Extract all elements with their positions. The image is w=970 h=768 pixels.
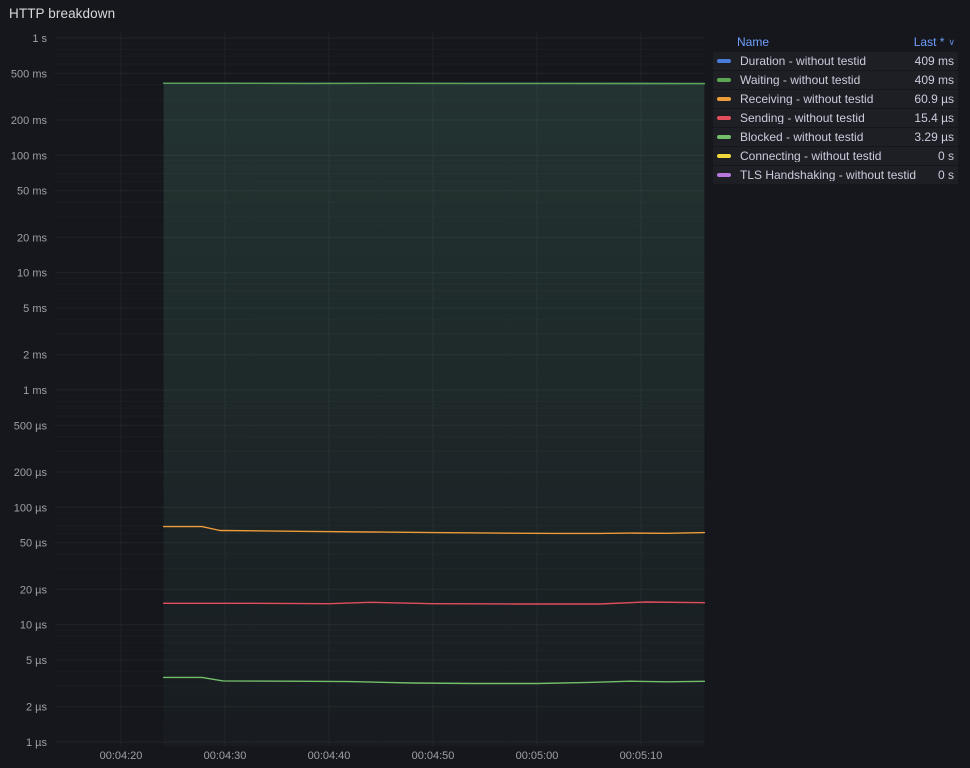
legend-row-duration[interactable]: Duration - without testid 409 ms xyxy=(713,52,958,70)
series-line-sending xyxy=(162,601,706,605)
legend-row-tls-handshaking[interactable]: TLS Handshaking - without testid 0 s xyxy=(713,166,958,184)
series-color-swatch[interactable] xyxy=(717,173,731,177)
y-axis-tick-label: 20 ms xyxy=(17,232,47,244)
x-axis-tick-label: 00:05:10 xyxy=(620,750,663,762)
series-name: Waiting - without testid xyxy=(740,74,861,86)
x-axis-tick-label: 00:04:40 xyxy=(308,750,351,762)
series-last-value: 409 ms xyxy=(914,73,954,87)
legend-header: Name Last * ∨ xyxy=(713,33,958,50)
series-color-swatch[interactable] xyxy=(717,116,731,120)
series-name: Duration - without testid xyxy=(740,55,867,67)
legend-sort-last[interactable]: Last * ∨ xyxy=(914,36,955,48)
series-name: TLS Handshaking - without testid xyxy=(740,169,917,181)
x-axis-tick-label: 00:04:50 xyxy=(412,750,455,762)
y-axis-tick-label: 10 ms xyxy=(17,268,47,280)
y-axis-tick-label: 5 ms xyxy=(23,303,47,315)
series-last-value: 15.4 µs xyxy=(914,111,954,125)
legend-row-waiting[interactable]: Waiting - without testid 409 ms xyxy=(713,71,958,89)
series-color-swatch[interactable] xyxy=(717,97,731,101)
y-axis-tick-label: 50 µs xyxy=(20,538,48,550)
x-axis-tick-label: 00:04:20 xyxy=(100,750,143,762)
series-line-receiving xyxy=(162,525,706,535)
legend-table: Name Last * ∨ Duration - without testid … xyxy=(713,33,958,185)
series-color-swatch[interactable] xyxy=(717,154,731,158)
legend-row-blocked[interactable]: Blocked - without testid 3.29 µs xyxy=(713,128,958,146)
x-axis-tick-label: 00:05:00 xyxy=(516,750,559,762)
y-axis-tick-label: 500 µs xyxy=(14,420,48,432)
series-color-swatch[interactable] xyxy=(717,59,731,63)
x-axis-tick-label: 00:04:30 xyxy=(204,750,247,762)
series-name: Connecting - without testid xyxy=(740,150,882,162)
y-axis-tick-label: 2 ms xyxy=(23,350,47,362)
series-line-blocked xyxy=(162,676,706,685)
series-fill-waiting xyxy=(163,83,705,746)
y-axis-tick-label: 200 ms xyxy=(11,115,48,127)
panel-title[interactable]: HTTP breakdown xyxy=(9,6,116,21)
sort-desc-icon: ∨ xyxy=(948,37,955,47)
series-name: Sending - without testid xyxy=(740,112,865,124)
y-axis-tick-label: 20 µs xyxy=(20,584,48,596)
series-color-swatch[interactable] xyxy=(717,135,731,139)
series-last-value: 3.29 µs xyxy=(914,130,954,144)
series-last-value: 60.9 µs xyxy=(914,92,954,106)
legend-sort-name[interactable]: Name xyxy=(737,34,770,49)
series-name: Receiving - without testid xyxy=(740,93,874,105)
y-axis-tick-label: 1 µs xyxy=(26,737,48,749)
legend-last-label: Last * xyxy=(913,34,945,49)
series-last-value: 409 ms xyxy=(914,54,954,68)
y-axis-tick-label: 100 µs xyxy=(14,502,48,514)
y-axis-tick-label: 100 ms xyxy=(11,150,48,162)
y-axis-tick-label: 1 ms xyxy=(23,385,47,397)
series-color-swatch[interactable] xyxy=(717,78,731,82)
legend-row-sending[interactable]: Sending - without testid 15.4 µs xyxy=(713,109,958,127)
series-name: Blocked - without testid xyxy=(740,131,864,143)
legend-row-connecting[interactable]: Connecting - without testid 0 s xyxy=(713,147,958,165)
y-axis-tick-label: 1 s xyxy=(32,33,47,45)
y-axis-tick-label: 5 µs xyxy=(26,655,48,667)
series-last-value: 0 s xyxy=(937,149,954,163)
y-axis-tick-label: 500 ms xyxy=(11,68,48,80)
series-last-value: 0 s xyxy=(937,168,954,182)
y-axis-tick-label: 200 µs xyxy=(14,467,48,479)
y-axis-tick-label: 10 µs xyxy=(20,620,48,632)
y-axis-tick-label: 50 ms xyxy=(17,186,47,198)
legend-row-receiving[interactable]: Receiving - without testid 60.9 µs xyxy=(713,90,958,108)
y-axis-tick-label: 2 µs xyxy=(26,702,48,714)
